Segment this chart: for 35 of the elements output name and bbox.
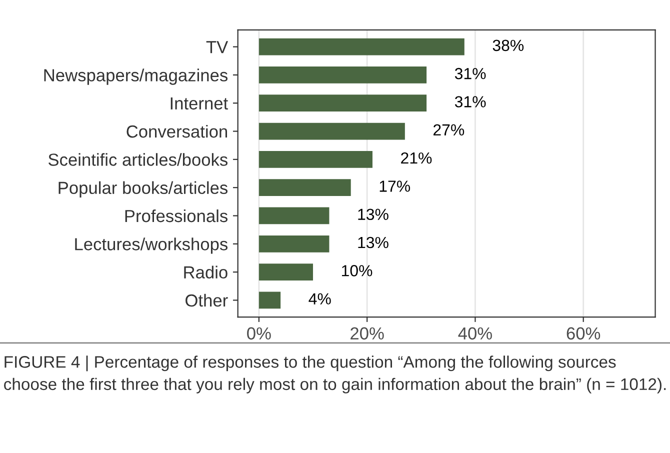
y-tick-label: Newspapers/magazines [44,68,228,85]
caption: FIGURE 4 | Percentage of responses to the question “Among the following sources choose the first three that you rely most on to gain information about the brain” (n = 1012). [4,356,666,394]
bar [258,94,427,112]
bar [258,207,330,224]
data-label: 13% [358,236,388,248]
x-tick-label: 0% [247,327,271,340]
x-tick-label: 60% [566,327,600,340]
data-label: 4% [308,293,331,304]
bar [258,150,372,168]
data-label: 13% [358,208,388,220]
x-tick-label: 40% [458,327,492,340]
y-tick-label: Radio [184,266,228,279]
y-tick-label: Popular books/articles [58,181,228,198]
data-label: 38% [492,40,524,52]
y-tick-label: Internet [170,97,228,110]
bar [258,235,330,252]
data-label: 31% [454,68,486,80]
y-tick-label: Lectures/workshops [75,238,228,254]
bar [258,66,427,84]
data-label: 10% [342,265,372,276]
y-tick-label: Conversation [126,124,228,138]
data-label: 27% [434,124,464,136]
bar [258,264,314,280]
y-tick-label: TV [206,41,228,54]
y-tick-label: Other [186,294,228,307]
data-label: 21% [401,152,432,164]
bar [258,292,281,309]
x-tick-label: 20% [350,327,384,340]
bar [258,179,351,196]
y-tick-label: Sceintific articles/books [48,153,228,166]
data-label: 31% [454,96,486,108]
data-label: 17% [380,180,410,192]
bar [258,122,405,140]
y-tick-label: Professionals [125,209,228,222]
bar [258,38,464,56]
